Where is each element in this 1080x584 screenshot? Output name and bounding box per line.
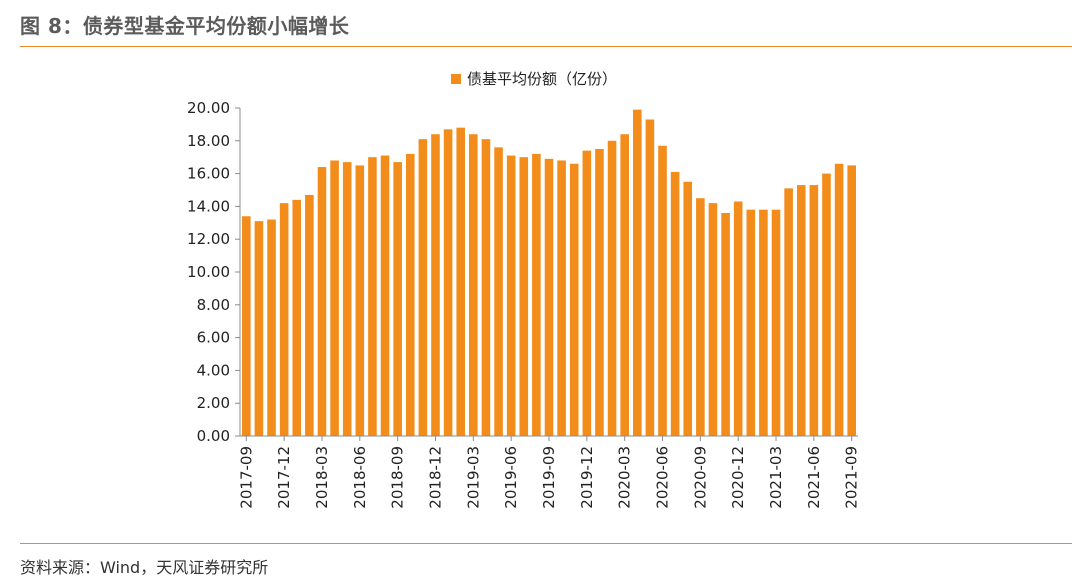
bar-2019-08 xyxy=(532,153,541,437)
bar-2019-03 xyxy=(469,134,478,437)
bar-2020-10 xyxy=(708,203,718,436)
bar-2018-08 xyxy=(380,155,390,436)
bar-2021-05 xyxy=(796,185,806,436)
x-tick-label: 2021-03 xyxy=(767,446,785,509)
bar-2017-09 xyxy=(242,216,251,436)
bar-2019-09 xyxy=(544,158,554,436)
y-tick-label: 2.00 xyxy=(197,394,230,412)
bar-2020-06 xyxy=(658,145,667,436)
x-tick-label: 2019-12 xyxy=(578,446,596,509)
x-tick-label: 2018-09 xyxy=(389,446,407,509)
bar-2017-12 xyxy=(279,203,289,436)
bar-2020-04 xyxy=(633,109,642,436)
title-rule xyxy=(20,46,1072,47)
bar-2021-07 xyxy=(822,173,831,436)
legend: 债基平均份额（亿份） xyxy=(451,70,617,88)
x-tick-label: 2019-03 xyxy=(464,446,482,509)
x-tick-label: 2017-12 xyxy=(275,446,293,509)
bar-2020-02 xyxy=(607,140,617,437)
bar-2019-11 xyxy=(569,163,579,436)
y-tick-label: 12.00 xyxy=(187,230,230,248)
x-tick-label: 2017-09 xyxy=(237,446,255,509)
bar-2019-05 xyxy=(494,147,503,437)
bar-2018-10 xyxy=(405,153,415,437)
bar-2021-09 xyxy=(847,165,856,436)
bars xyxy=(242,109,856,437)
x-tick-label: 2020-09 xyxy=(691,446,709,509)
y-tick-label: 10.00 xyxy=(187,263,230,281)
bar-2018-01 xyxy=(292,199,302,436)
bar-2018-09 xyxy=(393,162,402,436)
bar-2020-03 xyxy=(620,134,629,437)
source-note: 资料来源：Wind，天风证券研究所 xyxy=(20,558,269,577)
bar-2017-10 xyxy=(254,221,264,436)
bar-2019-06 xyxy=(506,155,516,436)
bar-2020-01 xyxy=(595,149,604,436)
x-tick-label: 2021-06 xyxy=(805,446,823,509)
y-tick-label: 0.00 xyxy=(197,427,230,445)
bar-2021-02 xyxy=(759,209,768,436)
bar-chart: 债基平均份额（亿份） 0.00 2.00 4.00 6.00 8.00 10.00 12.0… xyxy=(187,70,861,509)
source-rule xyxy=(20,543,1072,544)
y-tick-label: 20.00 xyxy=(187,99,230,117)
y-axis: 0.00 2.00 4.00 6.00 8.00 10.00 12.00 14.00 16.00… xyxy=(187,99,241,445)
x-tick-label: 2020-12 xyxy=(729,446,747,509)
bar-2019-04 xyxy=(481,139,491,436)
bar-2018-03 xyxy=(317,167,327,437)
bar-2017-11 xyxy=(267,219,276,436)
y-tick-label: 6.00 xyxy=(197,329,230,347)
x-tick-label: 2018-06 xyxy=(351,446,369,509)
y-tick-label: 4.00 xyxy=(197,361,230,379)
bar-2018-12 xyxy=(431,134,440,437)
bar-2020-09 xyxy=(696,198,705,436)
bar-2018-02 xyxy=(305,194,314,436)
bar-2019-07 xyxy=(519,157,529,436)
x-axis: 2017-09 2017-12 2018-03 2018-06 2018-09 2018-… xyxy=(237,435,861,509)
x-tick-label: 2019-06 xyxy=(502,446,520,509)
bar-2021-04 xyxy=(784,188,793,436)
bar-2018-11 xyxy=(418,139,428,436)
bar-2018-07 xyxy=(368,157,377,436)
bar-2018-04 xyxy=(330,160,339,437)
bar-2019-12 xyxy=(582,150,592,436)
figure-title: 图 8：债券型基金平均份额小幅增长 xyxy=(20,14,350,38)
y-tick-label: 18.00 xyxy=(187,132,230,150)
x-tick-label: 2020-03 xyxy=(616,446,634,509)
bar-2019-01 xyxy=(443,129,453,436)
legend-label: 债基平均份额（亿份） xyxy=(467,70,617,88)
bar-2021-08 xyxy=(834,163,844,436)
legend-swatch xyxy=(451,74,461,84)
bar-2020-11 xyxy=(721,212,730,436)
bar-2020-08 xyxy=(683,181,693,436)
y-tick-label: 16.00 xyxy=(187,165,230,183)
bar-2018-05 xyxy=(342,162,352,436)
bar-2020-07 xyxy=(670,171,680,436)
y-tick-label: 8.00 xyxy=(197,296,230,314)
x-tick-label: 2019-09 xyxy=(540,446,558,509)
bar-2020-12 xyxy=(733,201,743,436)
bar-2019-10 xyxy=(557,160,566,437)
bar-2020-05 xyxy=(645,119,655,436)
x-tick-label: 2020-06 xyxy=(654,446,672,509)
bar-2021-06 xyxy=(809,185,819,436)
x-tick-label: 2018-12 xyxy=(426,446,444,509)
bar-2021-03 xyxy=(771,209,781,436)
bar-2021-01 xyxy=(746,209,756,436)
x-tick-label: 2021-09 xyxy=(843,446,861,509)
bar-2018-06 xyxy=(355,165,365,436)
y-tick-label: 14.00 xyxy=(187,197,230,215)
x-tick-label: 2018-03 xyxy=(313,446,331,509)
bar-2019-02 xyxy=(456,127,466,437)
